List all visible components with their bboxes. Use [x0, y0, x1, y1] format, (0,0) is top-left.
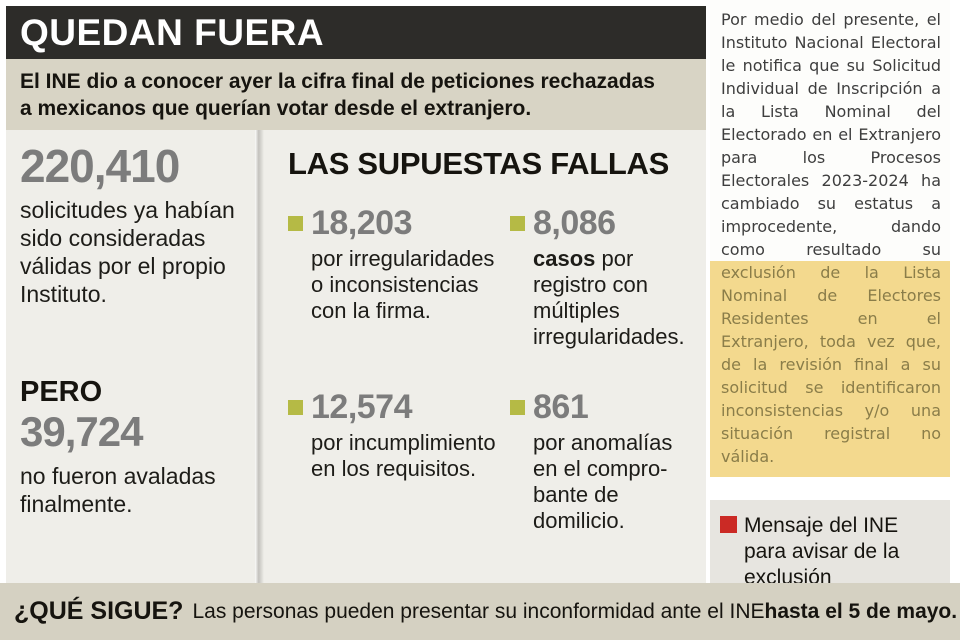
letter-body-text: Por medio del presente, el Instituto Nac…: [721, 10, 941, 259]
falla-item-requisitos: 12,574 por incumplimiento en los requisi…: [288, 388, 504, 534]
falla-item-domicilio: 861 por anomalías en el compro-bante de …: [510, 388, 702, 534]
falla-number: 12,574: [311, 388, 413, 426]
subtitle-line-1: El INE dio a conocer ayer la cifra final…: [20, 70, 655, 93]
footer-bar: ¿QUÉ SIGUE? Las personas pueden presenta…: [0, 583, 960, 640]
falla-text: por registro con múltiples irregularidad…: [533, 246, 685, 349]
pero-label: PERO: [20, 376, 103, 408]
approved-stat-block: 220,410 solicitudes ya habían sido consi…: [20, 142, 256, 308]
falla-number: 8,086: [533, 204, 616, 242]
subtitle-band: El INE dio a conocer ayer la cifra final…: [6, 59, 706, 130]
falla-bold-lead: casos: [533, 246, 596, 271]
olive-square-icon: [288, 216, 303, 231]
footer-deadline: hasta el 5 de mayo.: [764, 599, 958, 623]
rejected-stat-block: PERO 39,724 no fueron avaladas finalment…: [20, 376, 256, 518]
header-bar: QUEDAN FUERA: [6, 6, 706, 59]
rejected-description: no fueron avaladas finalmente.: [20, 462, 216, 517]
falla-text: por irregularidades o inconsistencias co…: [311, 246, 495, 323]
main-panel: 220,410 solicitudes ya habían sido consi…: [6, 130, 706, 583]
approved-description: solicitudes ya habían sido consideradas …: [20, 197, 235, 308]
falla-description: por irregularidades o inconsistencias co…: [311, 246, 503, 324]
letter-caption: Mensaje del INE para avisar de la exclus…: [710, 500, 950, 589]
olive-square-icon: [288, 400, 303, 415]
falla-item-registro: 8,086 casos por registro con múltiples i…: [510, 204, 702, 350]
falla-description: por incumplimiento en los requisitos.: [311, 430, 503, 482]
falla-number-row: 8,086: [510, 204, 702, 243]
olive-square-icon: [510, 400, 525, 415]
falla-number-row: 18,203: [288, 204, 504, 243]
approved-number: 220,410: [20, 140, 180, 192]
red-square-icon: [720, 516, 737, 533]
falla-item-firma: 18,203 por irregularidades o inconsisten…: [288, 204, 504, 350]
falla-number-row: 861: [510, 388, 702, 427]
fallas-title: LAS SUPUESTAS FALLAS: [288, 146, 669, 181]
fallas-grid: 18,203 por irregularidades o inconsisten…: [288, 204, 702, 534]
footer-question-label: ¿QUÉ SIGUE?: [14, 597, 184, 625]
subtitle-line-2: a mexicanos que querían votar desde el e…: [20, 97, 532, 120]
caption-text: Mensaje del INE para avisar de la exclus…: [744, 514, 900, 589]
page-title: QUEDAN FUERA: [20, 11, 325, 53]
falla-description: por anomalías en el compro-bante de domi…: [533, 430, 702, 534]
falla-number-row: 12,574: [288, 388, 504, 427]
falla-number: 18,203: [311, 204, 413, 242]
falla-text: por anomalías en el compro-bante de domi…: [533, 430, 673, 533]
olive-square-icon: [510, 216, 525, 231]
falla-description: casos por registro con múltiples irregul…: [533, 246, 702, 350]
footer-text: Las personas pueden presentar su inconfo…: [192, 599, 765, 623]
letter-highlighted-text: exclusión de la Lista Nominal de Elector…: [710, 261, 950, 477]
rejected-number: 39,724: [20, 408, 143, 456]
fallas-section: LAS SUPUESTAS FALLAS 18,203 por irregula…: [288, 146, 702, 534]
falla-number: 861: [533, 388, 589, 426]
falla-text: por incumplimiento en los requisitos.: [311, 430, 496, 481]
ine-letter-box: Por medio del presente, el Instituto Nac…: [710, 0, 950, 477]
vertical-divider: [255, 130, 264, 583]
